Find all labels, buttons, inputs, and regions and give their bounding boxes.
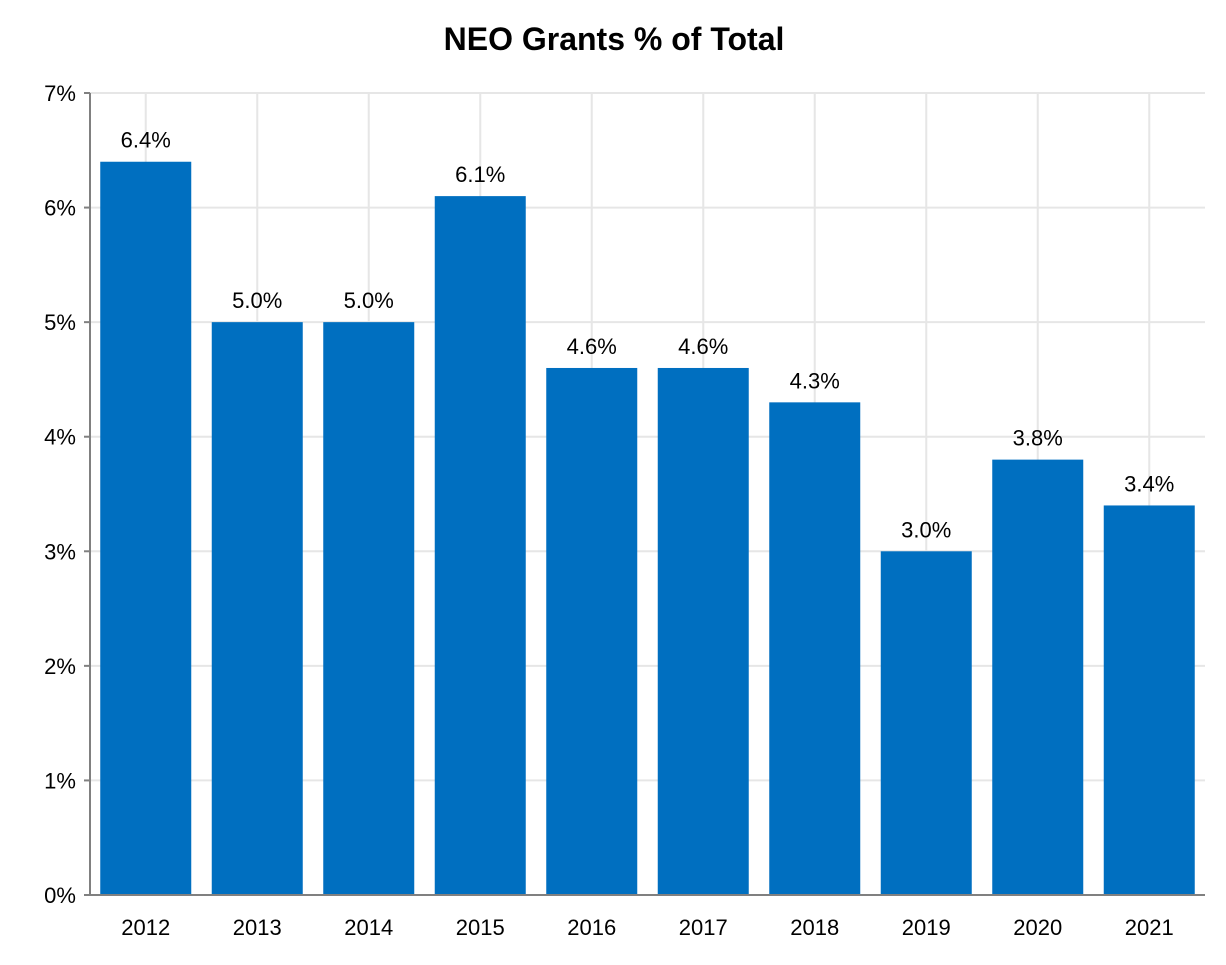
data-label: 6.4% <box>121 128 171 153</box>
y-tick-label: 3% <box>44 539 76 564</box>
chart-title: NEO Grants % of Total <box>444 21 785 57</box>
x-tick-label: 2013 <box>233 915 282 940</box>
bar-2019 <box>880 551 972 895</box>
y-tick-label: 2% <box>44 654 76 679</box>
bar-2014 <box>323 322 415 896</box>
y-tick-label: 1% <box>44 768 76 793</box>
bar-2015 <box>434 196 526 896</box>
x-tick-label: 2021 <box>1125 915 1174 940</box>
data-label: 5.0% <box>344 288 394 313</box>
data-label: 4.3% <box>790 368 840 393</box>
bar-2017 <box>657 367 749 895</box>
y-tick-label: 0% <box>44 883 76 908</box>
data-label: 3.8% <box>1013 426 1063 451</box>
x-tick-label: 2019 <box>902 915 951 940</box>
x-tick-label: 2015 <box>456 915 505 940</box>
x-tick-label: 2018 <box>790 915 839 940</box>
labels: 0% 1% 2% 3% 4% 5% 6% 7% 6.4% 2012 5.0% 2013 5.0% 2014… <box>44 81 1174 940</box>
y-tick-label: 7% <box>44 81 76 106</box>
bar-2018 <box>769 402 861 895</box>
data-label: 6.1% <box>455 162 505 187</box>
x-tick-label: 2020 <box>1013 915 1062 940</box>
data-label: 3.4% <box>1124 471 1174 496</box>
y-tick-label: 4% <box>44 425 76 450</box>
axes <box>84 92 1205 896</box>
y-tick-label: 5% <box>44 310 76 335</box>
data-label: 4.6% <box>678 334 728 359</box>
bar-2020 <box>992 459 1084 895</box>
x-tick-label: 2012 <box>121 915 170 940</box>
data-label: 4.6% <box>567 334 617 359</box>
data-label: 3.0% <box>901 517 951 542</box>
bar-2013 <box>211 322 303 896</box>
bar-2021 <box>1103 505 1195 895</box>
x-tick-label: 2016 <box>567 915 616 940</box>
x-tick-label: 2014 <box>344 915 393 940</box>
bar-2016 <box>546 367 638 895</box>
x-tick-label: 2017 <box>679 915 728 940</box>
bars <box>100 161 1195 896</box>
data-label: 5.0% <box>232 288 282 313</box>
y-tick-label: 6% <box>44 196 76 221</box>
bar-2012 <box>100 161 192 895</box>
